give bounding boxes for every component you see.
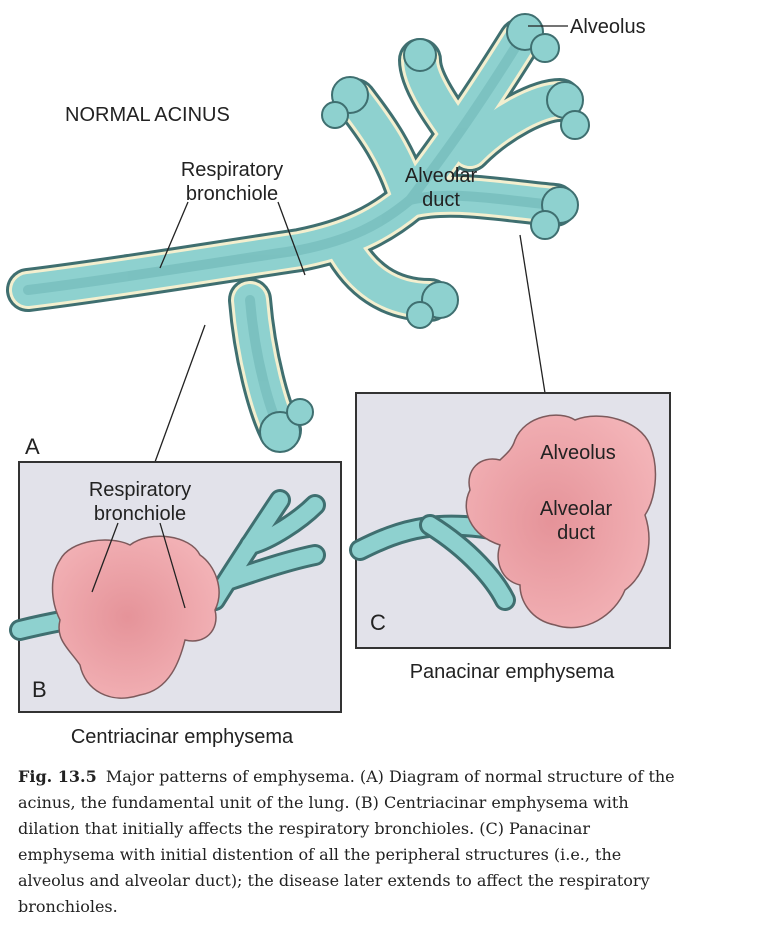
- caption-text: Major patterns of emphysema. (A) Diagram…: [18, 767, 675, 916]
- panel-a-leader-lines: [154, 25, 568, 463]
- panacinar-emphysema-title: Panacinar emphysema: [410, 661, 615, 683]
- panel-c-letter: C: [370, 610, 386, 635]
- centriacinar-emphysema-title: Centriacinar emphysema: [71, 726, 294, 748]
- panel-b-leader-lines: [91, 522, 186, 609]
- panacinar-dilated-acinus: [465, 414, 657, 629]
- normal-acinus-title: NORMAL ACINUS: [65, 104, 230, 126]
- normal-alveolar-sacs: [259, 13, 590, 453]
- panel-a-letter: A: [25, 434, 40, 459]
- respiratory-bronchiole-label-a-line2: bronchiole: [186, 183, 278, 205]
- alveolar-duct-label-c-line2: duct: [557, 522, 595, 544]
- alveolus-label-a: Alveolus: [570, 16, 646, 38]
- panel-b-letter: B: [32, 677, 47, 702]
- alveolar-duct-label-c-line1: Alveolar: [540, 498, 613, 520]
- figure-caption: Fig. 13.5 Major patterns of emphysema. (…: [18, 764, 678, 920]
- respiratory-bronchiole-label-b-line2: bronchiole: [94, 503, 186, 525]
- centriacinar-dilated-bronchioles: [51, 535, 220, 699]
- emphysema-diagram: NORMAL ACINUS Alveolus Respiratory bronc…: [6, 13, 671, 748]
- alveolar-duct-label-a-line2: duct: [422, 189, 460, 211]
- normal-acinus-airway-tree: [6, 18, 582, 452]
- respiratory-bronchiole-label-a-line1: Respiratory: [181, 159, 283, 181]
- figure-number: Fig. 13.5: [18, 767, 97, 786]
- alveolus-label-c: Alveolus: [540, 442, 616, 464]
- respiratory-bronchiole-label-b-line1: Respiratory: [89, 479, 191, 501]
- alveolar-duct-label-a-line1: Alveolar: [405, 165, 478, 187]
